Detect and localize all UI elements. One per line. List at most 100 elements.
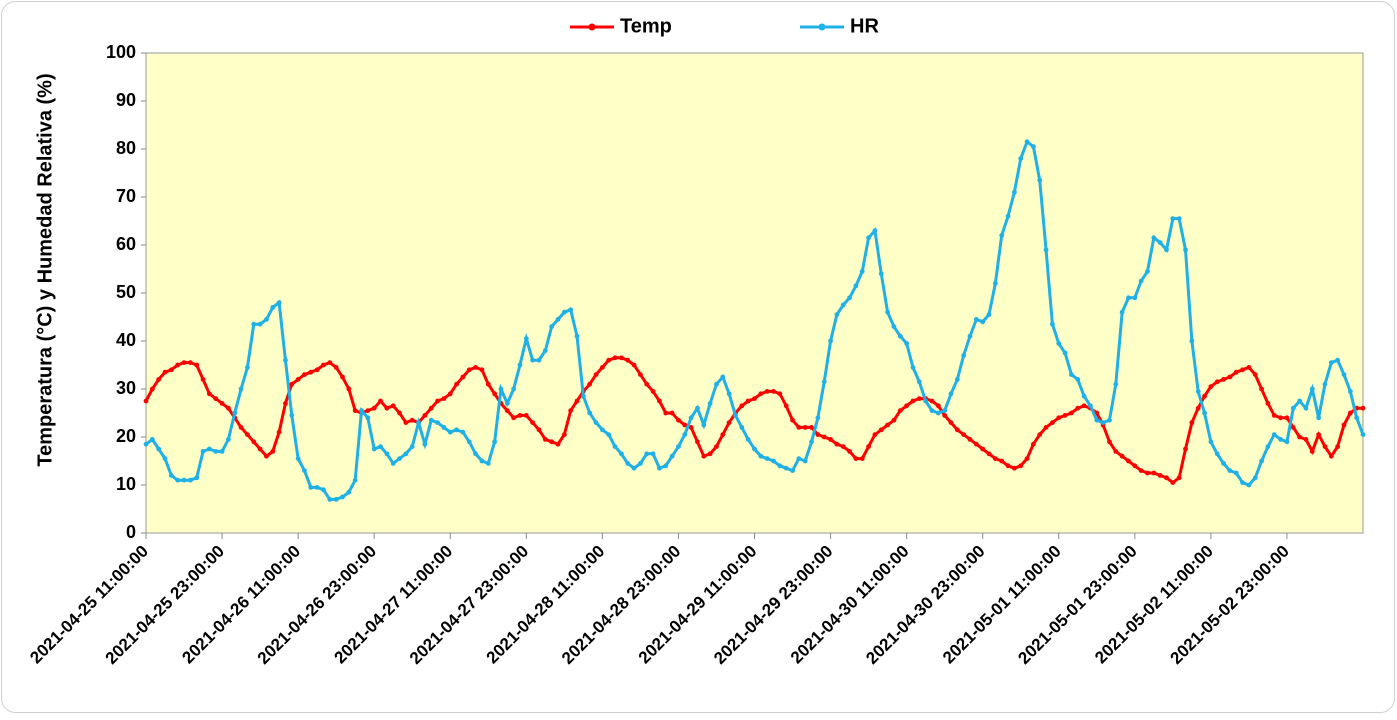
data-point <box>695 405 700 411</box>
data-point <box>688 425 694 430</box>
data-point <box>549 324 555 329</box>
data-point <box>1189 338 1195 344</box>
data-point <box>149 437 155 442</box>
data-point <box>1360 432 1366 437</box>
data-point <box>1195 405 1201 411</box>
data-point <box>226 437 231 442</box>
data-point <box>384 405 390 411</box>
data-point <box>587 381 593 387</box>
data-point <box>466 439 472 445</box>
data-point <box>264 453 269 459</box>
plot-area <box>145 52 1364 534</box>
data-point <box>701 422 707 428</box>
data-point <box>422 413 428 418</box>
data-point <box>961 353 967 358</box>
data-point <box>631 362 637 368</box>
data-point <box>574 398 580 404</box>
data-point <box>1024 139 1030 145</box>
data-point <box>340 494 345 500</box>
data-point <box>1075 377 1081 382</box>
data-point <box>1037 177 1043 183</box>
data-point <box>758 391 764 397</box>
data-point <box>454 381 459 387</box>
data-point <box>847 295 852 301</box>
data-point <box>168 473 174 478</box>
data-point <box>492 439 498 445</box>
data-point <box>327 360 333 365</box>
data-point <box>447 391 453 397</box>
data-point <box>1303 437 1309 442</box>
data-point <box>815 415 821 421</box>
data-point <box>352 477 358 483</box>
data-point <box>219 401 225 406</box>
data-point <box>752 446 757 452</box>
data-point <box>251 321 257 327</box>
data-point <box>504 408 510 413</box>
data-point <box>1290 425 1296 430</box>
data-point <box>428 405 434 411</box>
data-point <box>625 357 631 363</box>
data-point <box>1278 415 1283 421</box>
data-point <box>923 398 929 404</box>
data-point <box>1271 432 1277 437</box>
y-tick-label: 0 <box>126 522 136 542</box>
data-point <box>733 413 738 418</box>
data-point <box>422 441 428 447</box>
data-point <box>587 410 593 416</box>
data-point <box>460 374 466 380</box>
data-point <box>580 393 586 399</box>
data-point <box>815 432 821 437</box>
data-point <box>618 355 624 361</box>
data-point <box>954 377 960 382</box>
data-point <box>986 451 992 457</box>
data-point <box>1043 247 1049 253</box>
y-tick-label: 50 <box>116 282 136 302</box>
data-point <box>156 446 162 452</box>
data-point <box>530 357 536 363</box>
data-point <box>352 408 358 413</box>
data-point <box>409 444 415 449</box>
data-point <box>885 422 891 428</box>
data-point <box>403 451 409 457</box>
data-point <box>283 401 288 406</box>
data-point <box>181 360 187 365</box>
data-point <box>771 389 776 394</box>
data-point <box>549 439 555 445</box>
data-point <box>428 417 434 423</box>
data-point <box>891 324 897 329</box>
data-point <box>1341 372 1347 377</box>
data-point <box>1151 235 1157 241</box>
data-point <box>695 439 700 445</box>
data-point <box>777 463 783 469</box>
data-point <box>1284 439 1290 445</box>
data-point <box>1290 405 1296 411</box>
data-point <box>992 281 998 286</box>
data-point <box>568 307 574 313</box>
data-point <box>866 444 871 449</box>
data-point <box>175 477 181 483</box>
data-point <box>1278 437 1283 442</box>
data-point <box>777 391 783 397</box>
data-point <box>371 405 377 411</box>
data-point <box>479 367 485 373</box>
data-point <box>714 444 719 449</box>
data-point <box>378 444 383 449</box>
data-point <box>1214 451 1220 457</box>
data-point <box>264 317 269 322</box>
legend-marker <box>588 23 596 31</box>
data-point <box>302 372 307 377</box>
data-point <box>143 398 149 404</box>
data-point <box>194 475 200 481</box>
data-point <box>257 321 263 327</box>
data-point <box>492 391 498 397</box>
data-point <box>1176 475 1182 481</box>
data-point <box>181 477 187 483</box>
data-point <box>1126 458 1131 464</box>
data-point <box>308 369 314 375</box>
data-point <box>1024 456 1030 461</box>
data-point <box>1240 367 1245 373</box>
data-point <box>1170 216 1176 222</box>
data-point <box>657 465 662 471</box>
data-point <box>1265 401 1271 406</box>
data-point <box>314 485 320 490</box>
